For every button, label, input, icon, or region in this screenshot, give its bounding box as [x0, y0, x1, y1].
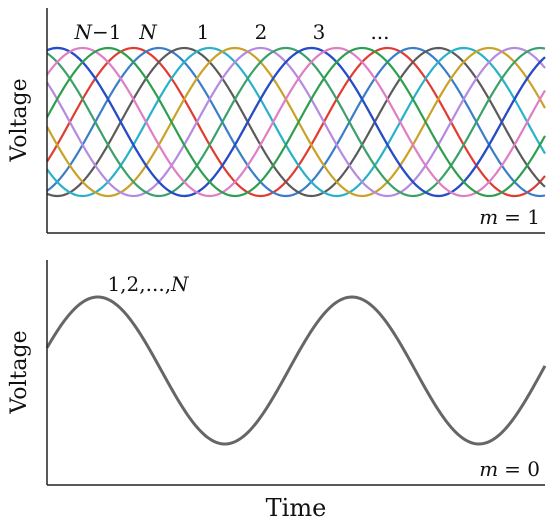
- top-series-line-1: [46, 46, 546, 198]
- top-series-line-4: [46, 46, 546, 198]
- top-series-line-5: [46, 46, 546, 198]
- top-series-line-2: [46, 46, 546, 198]
- top-y-axis-label: Voltage: [7, 78, 32, 162]
- x-axis-label: Time: [266, 494, 327, 522]
- phase-labels: N−1 N 1 2 3...: [74, 20, 390, 44]
- top-mode-var: m: [479, 205, 498, 229]
- phase-label-4: 2: [255, 20, 268, 44]
- phase-label-2: N: [138, 20, 158, 44]
- top-series-line-3: [46, 46, 546, 198]
- top-series-line-6: [46, 46, 546, 198]
- bottom-mode-eq: = 0: [504, 457, 540, 481]
- phase-label-1: N−1: [74, 20, 122, 44]
- top-series-line-11: [46, 46, 546, 198]
- bottom-mode-var: m: [479, 457, 498, 481]
- bottom-y-axis-label: Voltage: [7, 330, 32, 414]
- phase-label-3: 1: [197, 20, 210, 44]
- top-mode-label: m = 1: [479, 205, 540, 229]
- top-series-line-10: [46, 46, 546, 198]
- bottom-series-line: [45, 295, 547, 446]
- bottom-panel: Voltage 1,2,...,N m = 0 Time: [7, 260, 547, 522]
- top-mode-eq: = 1: [504, 205, 540, 229]
- bottom-mode-label: m = 0: [479, 457, 540, 481]
- top-series-line-7: [46, 46, 546, 198]
- top-panel: Voltage N−1 N 1 2 3... m = 1: [7, 8, 546, 234]
- bottom-curve-label-plain: 1,2,...,: [107, 272, 171, 296]
- bottom-curve-label: 1,2,...,N: [107, 272, 190, 296]
- bottom-curve-label-italic: N: [170, 272, 190, 296]
- phase-label-6: ...: [370, 20, 389, 44]
- top-series-group: [46, 46, 546, 198]
- top-series-line-9: [46, 46, 546, 198]
- phase-label-5: 3: [313, 20, 326, 44]
